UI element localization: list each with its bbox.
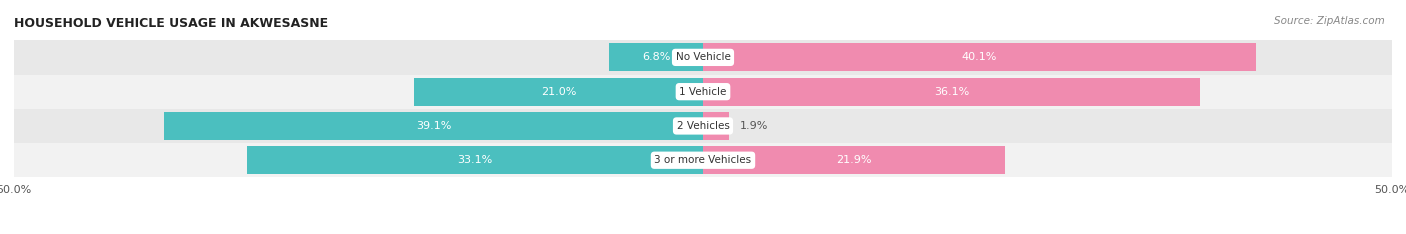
Bar bbox=[14, 109, 1392, 143]
Bar bbox=[247, 146, 703, 174]
Bar bbox=[14, 143, 1392, 177]
Text: 6.8%: 6.8% bbox=[643, 52, 671, 62]
Text: 1 Vehicle: 1 Vehicle bbox=[679, 87, 727, 97]
Bar bbox=[165, 112, 703, 140]
Bar bbox=[703, 78, 1201, 106]
Text: 1.9%: 1.9% bbox=[740, 121, 769, 131]
Text: 40.1%: 40.1% bbox=[962, 52, 997, 62]
Text: 36.1%: 36.1% bbox=[934, 87, 969, 97]
Text: 21.0%: 21.0% bbox=[541, 87, 576, 97]
Text: Source: ZipAtlas.com: Source: ZipAtlas.com bbox=[1274, 16, 1385, 26]
Text: 3 or more Vehicles: 3 or more Vehicles bbox=[654, 155, 752, 165]
Bar bbox=[703, 112, 730, 140]
Bar bbox=[14, 40, 1392, 74]
Text: 39.1%: 39.1% bbox=[416, 121, 451, 131]
Text: HOUSEHOLD VEHICLE USAGE IN AKWESASNE: HOUSEHOLD VEHICLE USAGE IN AKWESASNE bbox=[14, 17, 328, 30]
Text: 21.9%: 21.9% bbox=[837, 155, 872, 165]
Bar bbox=[609, 43, 703, 71]
Bar bbox=[703, 146, 1005, 174]
Text: 2 Vehicles: 2 Vehicles bbox=[676, 121, 730, 131]
Text: No Vehicle: No Vehicle bbox=[675, 52, 731, 62]
Text: 33.1%: 33.1% bbox=[457, 155, 492, 165]
Bar bbox=[14, 74, 1392, 109]
Bar bbox=[413, 78, 703, 106]
Bar bbox=[703, 43, 1256, 71]
